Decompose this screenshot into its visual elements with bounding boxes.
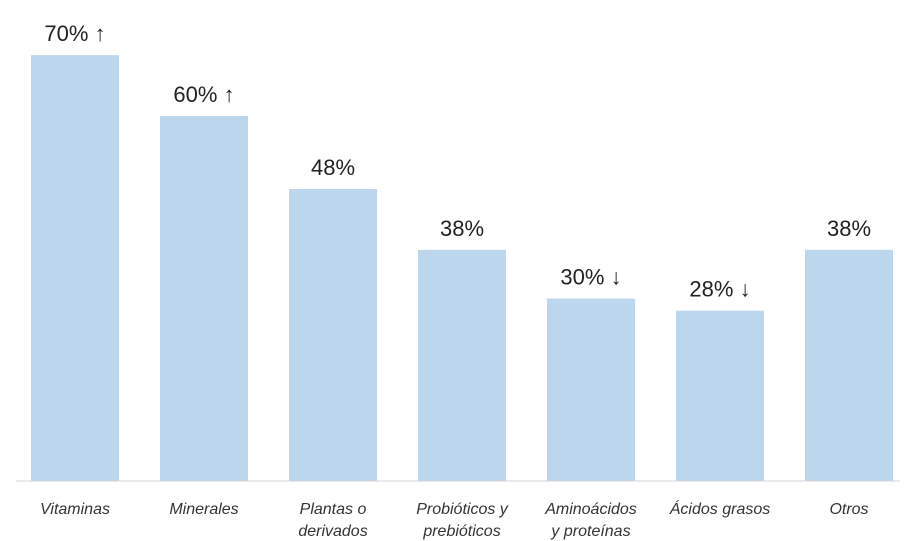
value-label-6: 38%: [827, 216, 871, 241]
category-label-line: y proteínas: [550, 523, 630, 540]
category-labels-group: Vitaminas Minerales Plantas o derivados Prob…: [40, 499, 869, 540]
category-label-line: Ácidos grasos: [669, 499, 771, 518]
category-label-0: Vitaminas: [40, 501, 110, 518]
value-label-4: 30% ↓: [560, 265, 621, 290]
bar-5: [676, 310, 764, 481]
category-label-line: Otros: [829, 501, 868, 518]
category-label-5: Ácidos grasos: [669, 499, 771, 518]
category-label-6: Otros: [829, 501, 868, 518]
category-label-line: Minerales: [169, 501, 238, 518]
category-label-line: Plantas o: [300, 501, 367, 518]
bar-1: [160, 116, 248, 481]
value-label-1: 60% ↑: [173, 82, 234, 107]
value-label-0: 70% ↑: [44, 21, 105, 46]
category-label-line: Aminoácidos: [544, 501, 637, 518]
bar-0: [31, 55, 119, 482]
value-label-3: 38%: [440, 216, 484, 241]
category-label-line: derivados: [298, 523, 367, 540]
bar-3: [418, 249, 506, 481]
value-label-2: 48%: [311, 155, 355, 180]
value-labels-group: 70% ↑ 60% ↑ 48% 38% 30% ↓ 28% ↓ 38%: [44, 21, 871, 302]
bars-group: [31, 55, 893, 482]
category-label-line: prebióticos: [422, 523, 500, 540]
bar-4: [547, 298, 635, 481]
bar-6: [805, 249, 893, 481]
category-label-2: Plantas o derivados: [298, 501, 367, 540]
bar-2: [289, 189, 377, 481]
value-label-5: 28% ↓: [689, 277, 750, 302]
category-label-4: Aminoácidos y proteínas: [544, 501, 637, 540]
category-label-line: Probióticos y: [416, 501, 509, 518]
category-label-line: Vitaminas: [40, 501, 110, 518]
category-label-3: Probióticos y prebióticos: [416, 501, 509, 540]
category-label-1: Minerales: [169, 501, 238, 518]
